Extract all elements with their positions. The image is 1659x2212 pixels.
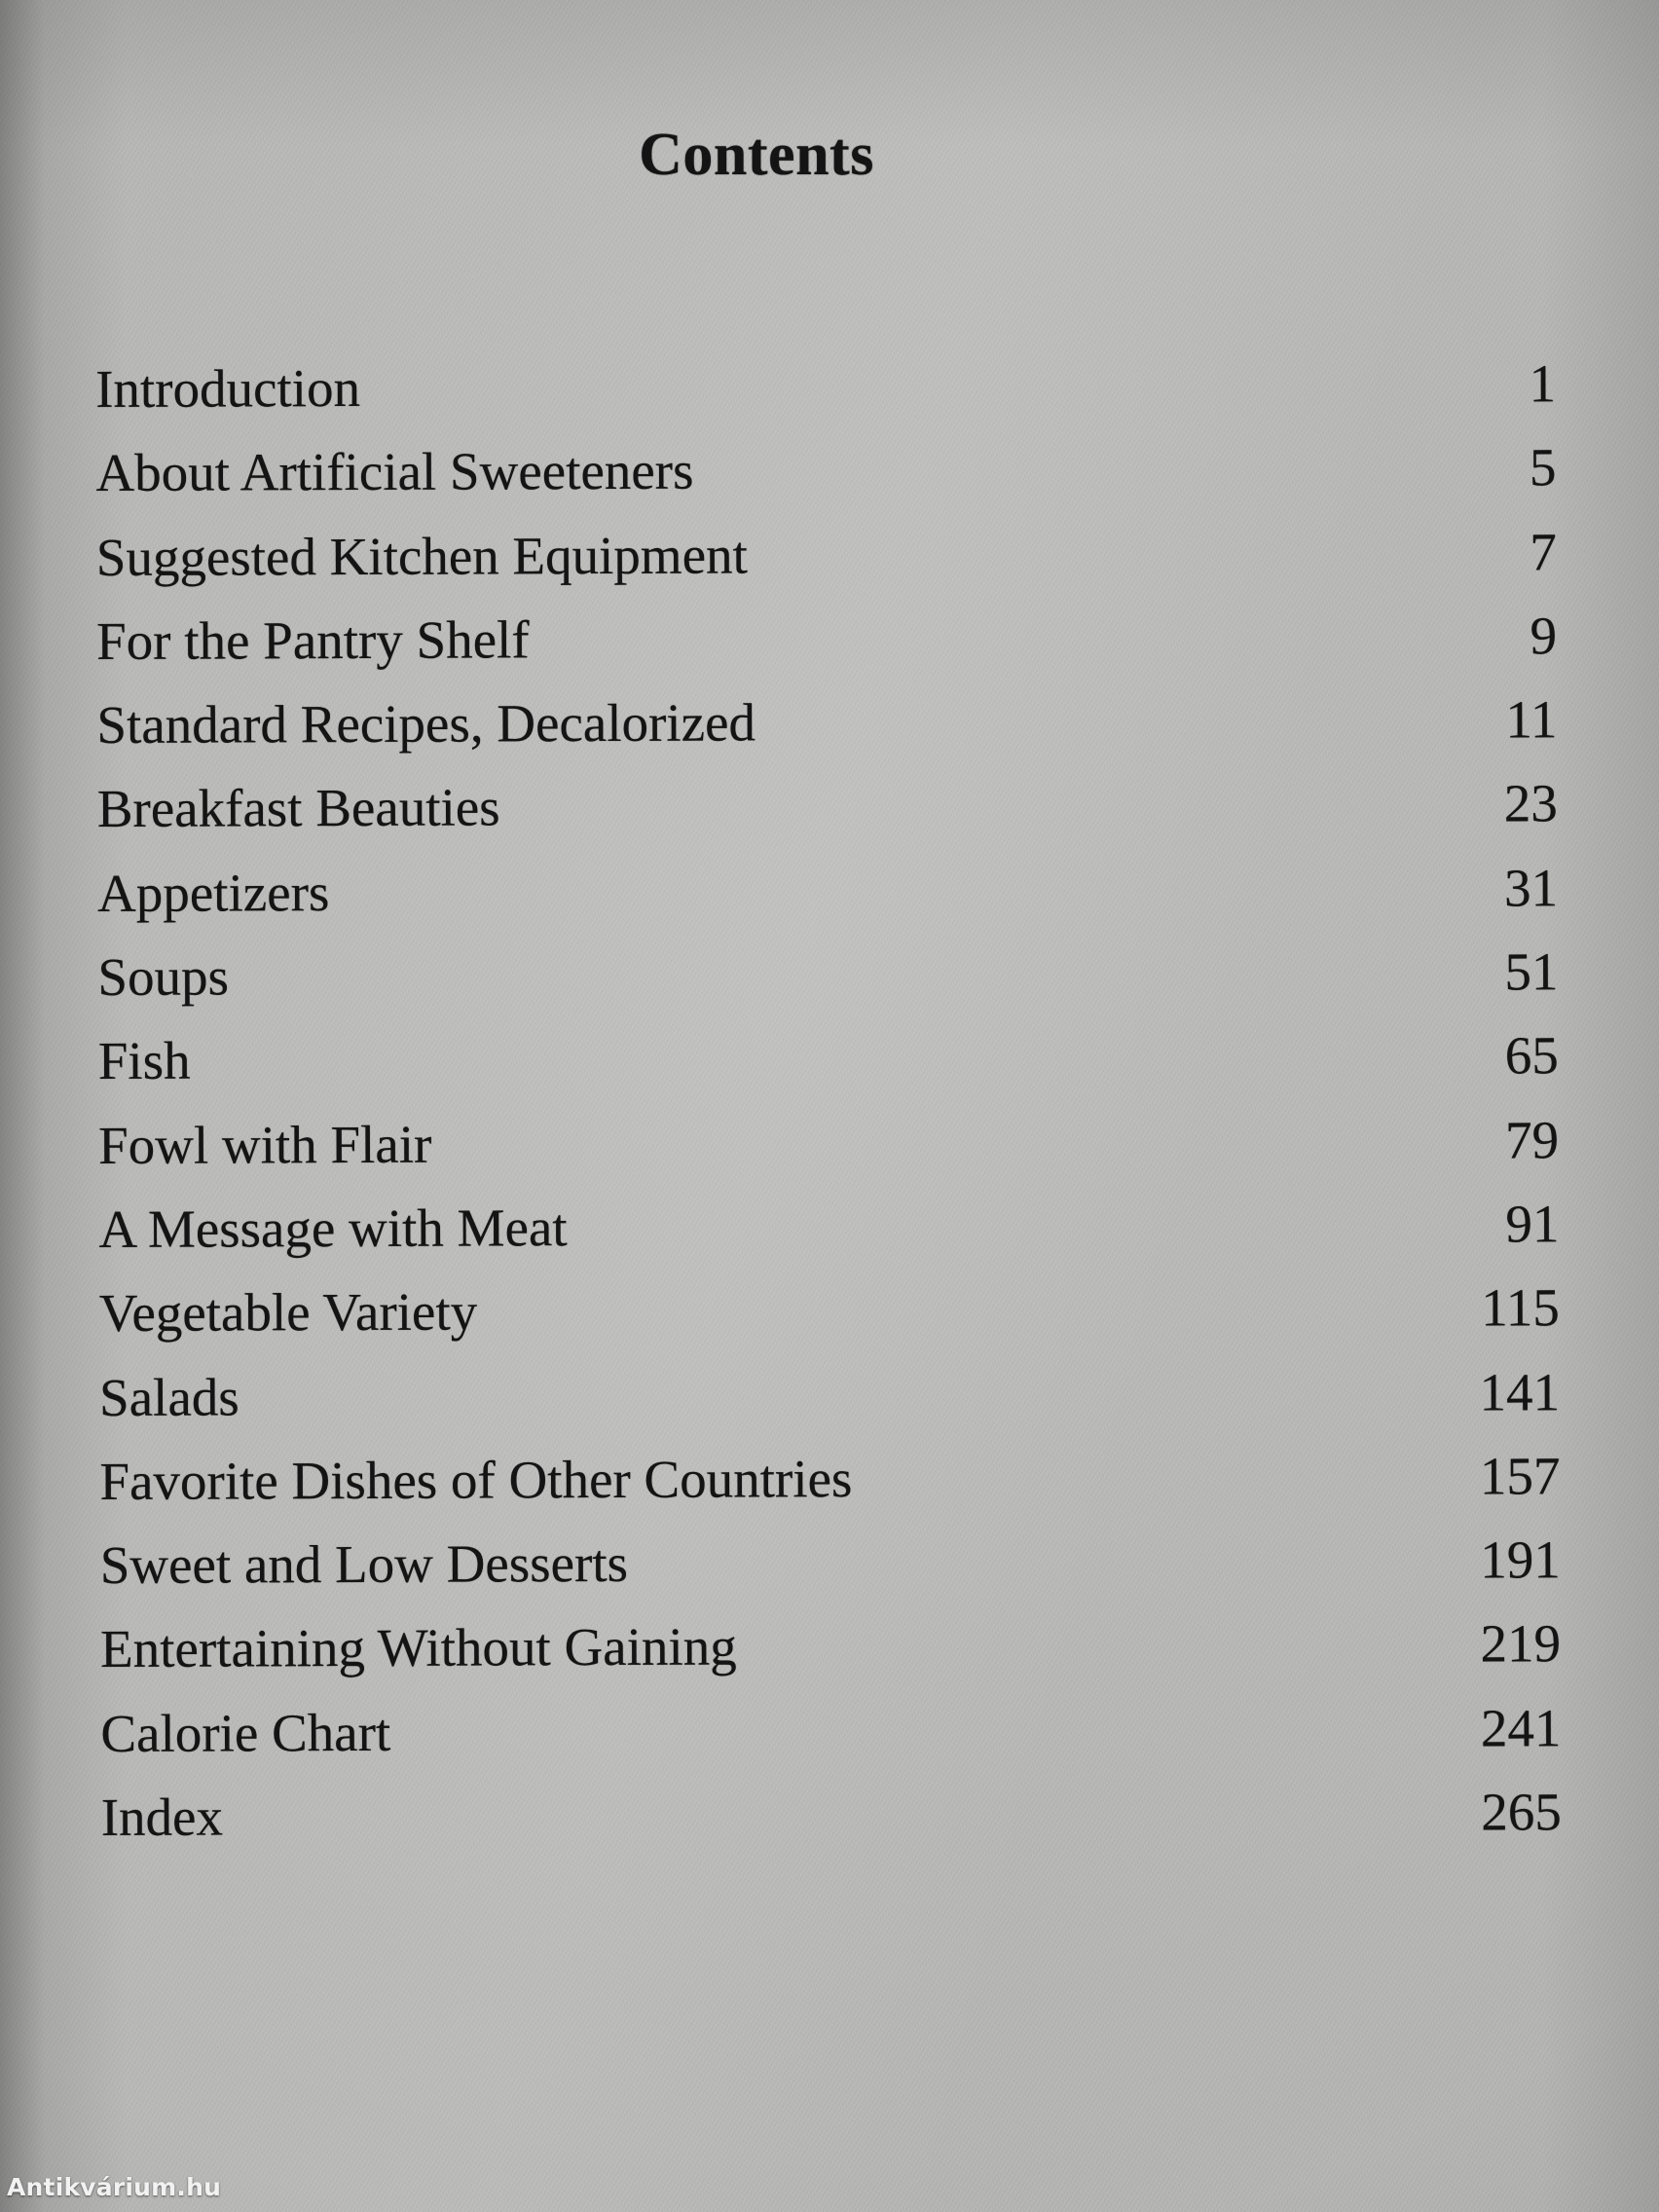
- toc-entry: About Artificial Sweeteners 5: [95, 437, 1556, 527]
- toc-entry: Favorite Dishes of Other Countries 157: [99, 1445, 1560, 1534]
- page-title: Contents: [639, 122, 874, 188]
- toc-entry-title: A Message with Meat: [98, 1198, 568, 1259]
- toc-entry-leader: [568, 1242, 1433, 1245]
- toc-entry-title: About Artificial Sweeteners: [95, 440, 694, 503]
- toc-entry-leader: [223, 1830, 1435, 1835]
- toc-entry-title: For the Pantry Shelf: [95, 609, 530, 671]
- toc-entry: A Message with Meat 91: [98, 1193, 1559, 1282]
- toc-entry-title: Entertaining Without Gaining: [99, 1616, 737, 1679]
- toc-entry: Fish 65: [98, 1025, 1559, 1115]
- toc-entry: Standard Recipes, Decalorized 11: [96, 688, 1557, 778]
- toc-entry-page-number: 5: [1529, 437, 1557, 498]
- toc-entry-page-number: 241: [1480, 1697, 1562, 1758]
- toc-entry-page-number: 265: [1481, 1782, 1562, 1842]
- toc-entry-title: Introduction: [95, 357, 361, 419]
- toc-entry-leader: [628, 1578, 1434, 1581]
- toc-entry-page-number: 141: [1479, 1361, 1561, 1422]
- toc-entry-page-number: 115: [1481, 1277, 1560, 1338]
- toc-entry-page-number: 91: [1505, 1194, 1560, 1254]
- toc-entry-page-number: 65: [1504, 1025, 1559, 1086]
- toc-entry-leader: [431, 1158, 1432, 1161]
- toc-entry-page-number: 219: [1480, 1613, 1562, 1675]
- toc-entry: Vegetable Variety 115: [99, 1276, 1560, 1366]
- toc-entry: Suggested Kitchen Equipment 7: [96, 521, 1557, 610]
- toc-entry-leader: [852, 1494, 1433, 1496]
- toc-entry-page-number: 23: [1503, 773, 1558, 833]
- toc-entry-page-number: 9: [1530, 606, 1558, 666]
- toc-entry-title: Standard Recipes, Decalorized: [96, 692, 756, 756]
- toc-entry-title: Vegetable Variety: [98, 1281, 478, 1344]
- toc-entry: Calorie Chart 241: [100, 1697, 1561, 1787]
- toc-entry-leader: [329, 906, 1431, 910]
- toc-entry-page-number: 191: [1480, 1530, 1561, 1590]
- toc-entry-leader: [748, 570, 1430, 572]
- toc-entry-page-number: 11: [1505, 689, 1558, 750]
- toc-entry: Soups 51: [97, 940, 1558, 1030]
- toc-entry-leader: [694, 486, 1430, 489]
- toc-entry: Salads 141: [99, 1361, 1560, 1451]
- toc-entry-page-number: 1: [1529, 353, 1557, 414]
- toc-entry-leader: [477, 1326, 1433, 1330]
- toc-entry: Entertaining Without Gaining 219: [100, 1613, 1561, 1703]
- toc-entry-leader: [191, 1074, 1432, 1079]
- toc-entry: Index 265: [101, 1781, 1562, 1870]
- toc-entry-leader: [530, 654, 1430, 658]
- toc-entry: Fowl with Flair 79: [98, 1109, 1559, 1198]
- toc-entry-title: Sweet and Low Desserts: [99, 1533, 629, 1596]
- toc-entry-title: Fowl with Flair: [97, 1114, 432, 1175]
- toc-entry-leader: [360, 402, 1429, 406]
- toc-entry-title: Suggested Kitchen Equipment: [95, 525, 748, 587]
- toc-entry-leader: [229, 990, 1431, 995]
- toc-entry-leader: [756, 738, 1430, 741]
- toc-entry-leader: [390, 1746, 1434, 1750]
- toc-entry-title: Breakfast Beauties: [96, 777, 500, 839]
- toc-entry: Introduction 1: [95, 352, 1556, 442]
- table-of-contents: Introduction 1 About Artificial Sweeteners…: [95, 352, 1562, 1870]
- toc-entry-title: Soups: [97, 946, 230, 1008]
- toc-entry-title: Favorite Dishes of Other Countries: [99, 1448, 853, 1511]
- toc-entry-page-number: 7: [1530, 521, 1557, 581]
- toc-entry-title: Index: [100, 1787, 224, 1848]
- toc-entry-title: Fish: [97, 1031, 191, 1091]
- toc-entry-leader: [240, 1410, 1433, 1415]
- toc-entry: Breakfast Beauties 23: [97, 773, 1558, 863]
- watermark: Antikvárium.hu: [7, 2173, 222, 2201]
- toc-entry-leader: [500, 822, 1431, 826]
- toc-entry-page-number: 79: [1504, 1109, 1560, 1170]
- toc-entry-page-number: 157: [1479, 1446, 1561, 1506]
- toc-entry-title: Calorie Chart: [100, 1702, 391, 1763]
- toc-entry-page-number: 51: [1504, 941, 1559, 1002]
- toc-entry-title: Salads: [98, 1367, 240, 1427]
- toc-entry-title: Appetizers: [96, 862, 330, 923]
- toc-entry: For the Pantry Shelf 9: [96, 605, 1557, 694]
- toc-entry-page-number: 31: [1503, 858, 1559, 918]
- toc-entry: Appetizers 31: [97, 857, 1558, 946]
- toc-entry-leader: [737, 1662, 1434, 1665]
- toc-entry: Sweet and Low Desserts 191: [100, 1529, 1561, 1618]
